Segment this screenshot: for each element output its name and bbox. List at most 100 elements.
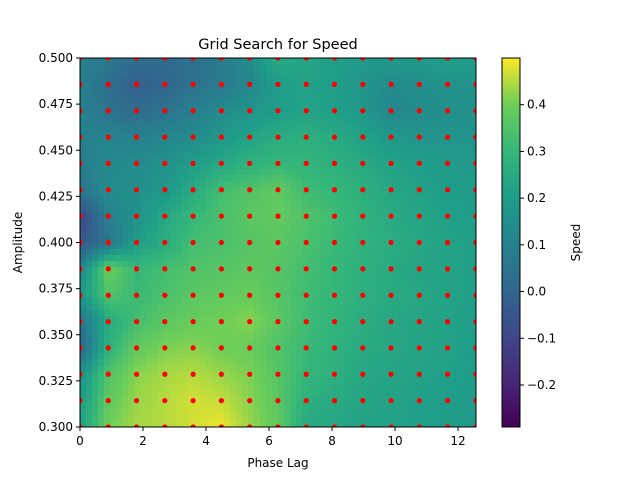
sample-point xyxy=(190,424,196,427)
heatmap-cell xyxy=(440,396,447,403)
heatmap-cell xyxy=(152,205,159,213)
sample-point xyxy=(190,58,196,61)
heatmap-cell xyxy=(332,248,339,256)
heatmap-cell xyxy=(254,316,261,324)
heatmap-cell xyxy=(302,205,309,213)
heatmap-cell xyxy=(458,242,465,250)
sample-point xyxy=(247,187,253,193)
heatmap-cell xyxy=(464,402,471,410)
heatmap-cell xyxy=(422,224,429,231)
heatmap-cell xyxy=(164,156,171,164)
heatmap-cell xyxy=(446,414,453,422)
heatmap-cell xyxy=(80,113,87,121)
heatmap-cell xyxy=(236,156,243,164)
heatmap-cell xyxy=(266,76,273,84)
heatmap-cell xyxy=(410,353,417,360)
heatmap-cell xyxy=(458,260,465,268)
heatmap-cell xyxy=(350,304,357,311)
heatmap-cell xyxy=(188,285,195,293)
heatmap-cell xyxy=(416,383,423,391)
heatmap-cell xyxy=(428,340,435,348)
heatmap-cell xyxy=(98,64,105,71)
heatmap-cell xyxy=(266,254,273,262)
heatmap-cell xyxy=(440,211,447,219)
heatmap-cell xyxy=(164,137,171,145)
heatmap-cell xyxy=(188,414,195,422)
heatmap-cell xyxy=(248,119,255,127)
heatmap-cell xyxy=(86,70,93,78)
heatmap-cell xyxy=(254,230,261,237)
heatmap-cell xyxy=(200,359,207,367)
sample-point xyxy=(162,292,168,298)
heatmap-cell xyxy=(134,420,141,427)
heatmap-cell xyxy=(326,383,333,391)
heatmap-cell xyxy=(248,359,255,367)
heatmap-cell xyxy=(308,359,315,367)
heatmap-cell xyxy=(116,199,123,207)
heatmap-cell xyxy=(332,340,339,348)
heatmap-cell xyxy=(290,82,297,90)
heatmap-cell xyxy=(284,162,291,170)
heatmap-cell xyxy=(260,260,267,268)
heatmap-cell xyxy=(470,64,476,71)
heatmap-cell xyxy=(344,230,351,237)
heatmap-cell xyxy=(98,402,105,410)
heatmap-cell xyxy=(332,359,339,367)
heatmap-cell xyxy=(248,334,255,342)
heatmap-cell xyxy=(464,297,471,305)
heatmap-cell xyxy=(218,297,225,305)
heatmap-cell xyxy=(206,107,213,114)
heatmap-cell xyxy=(266,150,273,157)
heatmap-cell xyxy=(164,248,171,256)
heatmap-cell xyxy=(242,310,249,317)
heatmap-cell xyxy=(170,340,177,348)
heatmap-cell xyxy=(314,242,321,250)
heatmap-cell xyxy=(86,242,93,250)
heatmap-cell xyxy=(326,82,333,90)
heatmap-cell xyxy=(272,174,279,182)
heatmap-cell xyxy=(344,217,351,225)
heatmap-cell xyxy=(104,144,111,151)
heatmap-cell xyxy=(248,254,255,262)
heatmap-cell xyxy=(440,408,447,416)
heatmap-cell xyxy=(176,334,183,342)
heatmap-cell xyxy=(122,125,129,133)
sample-point xyxy=(275,213,281,219)
heatmap-cell xyxy=(308,310,315,317)
sample-point xyxy=(388,319,394,325)
heatmap-cell xyxy=(242,316,249,324)
heatmap-cell xyxy=(152,340,159,348)
heatmap-cell xyxy=(170,199,177,207)
heatmap-cell xyxy=(182,371,189,379)
heatmap-cell xyxy=(188,94,195,102)
heatmap-cell xyxy=(200,107,207,114)
heatmap-cell xyxy=(440,58,447,65)
heatmap-cell xyxy=(272,316,279,324)
heatmap-cell xyxy=(200,162,207,170)
heatmap-cell xyxy=(296,390,303,397)
sample-point xyxy=(133,58,140,61)
heatmap-cell xyxy=(248,199,255,207)
heatmap-cell xyxy=(290,217,297,225)
heatmap-cell xyxy=(104,340,111,348)
heatmap-cell xyxy=(416,285,423,293)
heatmap-cell xyxy=(380,359,387,367)
sample-point xyxy=(303,134,309,140)
heatmap-cell xyxy=(206,402,213,410)
heatmap-cell xyxy=(440,297,447,305)
heatmap-cell xyxy=(188,248,195,256)
heatmap-cell xyxy=(134,377,141,385)
heatmap-cell xyxy=(206,174,213,182)
heatmap-cell xyxy=(236,242,243,250)
heatmap-cell xyxy=(110,224,117,231)
heatmap-cell xyxy=(206,322,213,330)
heatmap-cell xyxy=(278,58,285,65)
heatmap-cell xyxy=(122,353,129,360)
heatmap-cell xyxy=(170,267,177,274)
heatmap-cell xyxy=(296,310,303,317)
sample-point xyxy=(133,187,140,193)
heatmap-cell xyxy=(134,383,141,391)
heatmap-cell xyxy=(374,181,381,188)
heatmap-cell xyxy=(260,267,267,274)
heatmap-cell xyxy=(404,94,411,102)
